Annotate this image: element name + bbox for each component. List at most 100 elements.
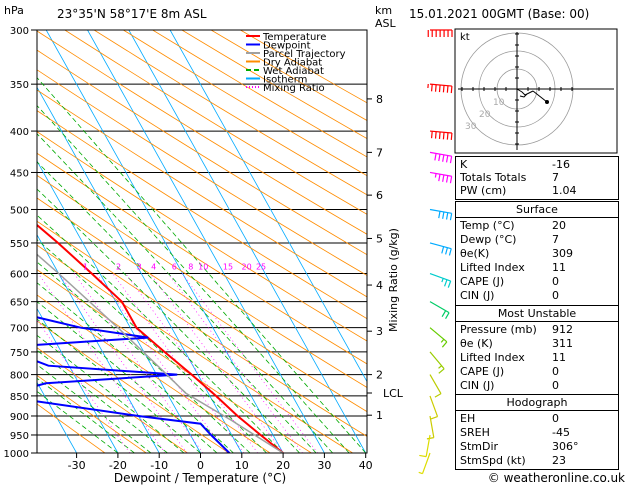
row-label: CIN (J) [460, 379, 495, 392]
barb-flag [438, 154, 441, 162]
pw-label: PW (cm) [460, 184, 507, 197]
hodograph-ring-label: 10 [493, 98, 505, 108]
storm-motion-point [545, 100, 549, 104]
pressure-tick-label: 650 [10, 298, 29, 309]
most-unstable-row: θe (K) 311 [460, 337, 614, 350]
barb-flag [438, 84, 441, 93]
wind-barb [429, 151, 453, 164]
pressure-tick-label: 950 [10, 431, 29, 442]
dry-adiabat-line [123, 30, 367, 177]
pressure-tick-label: 600 [10, 270, 29, 281]
pressure-tick-label: 1000 [4, 449, 29, 460]
surface-panel: Surface Temp (°C) 20 Dewp (°C) 7 θe(K) 309 Lif… [455, 201, 619, 306]
dry-adiabat-line [93, 30, 367, 196]
x-tick-label: 40 [359, 459, 373, 472]
wet-adiabat-line [37, 239, 267, 453]
hodograph-table-row: EH 0 [460, 412, 614, 425]
barb-half-flag [438, 365, 442, 369]
hodograph-table-row: StmDir 306° [460, 440, 614, 453]
wet-adiabat-line [37, 77, 366, 453]
barb-flag [434, 84, 437, 92]
barb-flag [430, 131, 433, 139]
barb-flag [438, 131, 441, 139]
barb-flag [441, 341, 448, 348]
barb-staff [429, 395, 439, 417]
barb-flag [434, 131, 437, 139]
wind-barb [429, 242, 452, 256]
barb-flag [449, 176, 453, 184]
row-label: StmDir [460, 440, 499, 453]
mixing-ratio-line [73, 273, 204, 453]
wind-barb [429, 395, 439, 420]
wet-adiabat-line [37, 104, 350, 453]
indices-panel: K -16 Totals Totals 7 PW (cm) 1.04 [455, 156, 619, 200]
wind-barb [429, 171, 453, 184]
barb-flag [446, 85, 449, 93]
barb-flag [445, 312, 450, 320]
barb-staff [429, 301, 450, 314]
row-label: StmSpd (kt) [460, 454, 526, 467]
wind-barb [426, 415, 435, 440]
most-unstable-panel: Most Unstable Pressure (mb) 912 θe (K) 311 L… [455, 305, 619, 395]
pressure-tick-label: 750 [10, 348, 29, 359]
hodograph-ring-label: 20 [479, 110, 491, 120]
row-label: EH [460, 412, 476, 425]
wind-barb [427, 29, 453, 37]
dry-adiabat-line [37, 30, 367, 235]
barb-flag [434, 153, 437, 161]
barb-flag [434, 393, 442, 398]
barb-flag [442, 132, 445, 140]
barb-flag [442, 154, 445, 162]
row-label: θe (K) [460, 337, 493, 350]
barb-flag [438, 211, 441, 219]
asl-label: ASL [375, 17, 397, 30]
isotherm-line [45, 30, 284, 453]
x-tick-label: 10 [235, 459, 249, 472]
barb-staff [429, 272, 451, 282]
dry-adiabat-line [37, 174, 367, 388]
dry-adiabat-line [37, 244, 353, 453]
mixing-ratio-label: 6 [172, 263, 177, 272]
wind-barb [429, 301, 450, 320]
barb-half-flag [418, 471, 423, 475]
wind-barb [429, 327, 448, 348]
barb-flag [442, 211, 445, 219]
barb-flag [442, 85, 445, 93]
x-tick-label: 30 [317, 459, 331, 472]
mixing-ratio-label: 25 [256, 263, 266, 272]
barb-half-flag [440, 338, 445, 343]
pressure-tick-label: 450 [10, 168, 29, 179]
barb-staff [429, 208, 452, 214]
datetime-title: 15.01.2021 00GMT (Base: 00) [409, 7, 589, 21]
isotherm-line [37, 160, 201, 453]
hodograph-unit: kt [460, 32, 470, 43]
row-value: 309 [552, 247, 573, 260]
row-value: 306° [552, 440, 579, 453]
pressure-tick-label: 850 [10, 392, 29, 403]
row-label: Dewp (°C) [460, 233, 517, 246]
wet-adiabat-line [37, 261, 251, 453]
row-value: 0 [552, 275, 559, 288]
barb-half-flag [441, 278, 444, 283]
x-axis-label: Dewpoint / Temperature (°C) [114, 471, 286, 485]
barb-staff [429, 415, 435, 438]
barb-flag [426, 437, 434, 440]
barb-staff [429, 327, 448, 343]
most-unstable-row: Pressure (mb) 912 [460, 323, 614, 336]
x-tick-label: -10 [150, 459, 168, 472]
wet-adiabat-line [37, 301, 218, 453]
mixing-ratio-label: 2 [116, 263, 121, 272]
km-tick-label: 6 [376, 189, 383, 202]
barb-staff [429, 351, 445, 370]
surface-row: θe(K) 309 [460, 247, 614, 260]
isotherm-line [37, 233, 160, 453]
row-label: Lifted Index [460, 351, 525, 364]
location-title: 23°35'N 58°17'E 8m ASL [57, 7, 207, 21]
barb-flag [446, 132, 449, 140]
km-tick-label: 5 [376, 232, 383, 245]
hpa-label: hPa [4, 4, 24, 17]
hodograph-title: Hodograph [506, 396, 568, 409]
parcel-trajectory-profile [37, 253, 284, 453]
